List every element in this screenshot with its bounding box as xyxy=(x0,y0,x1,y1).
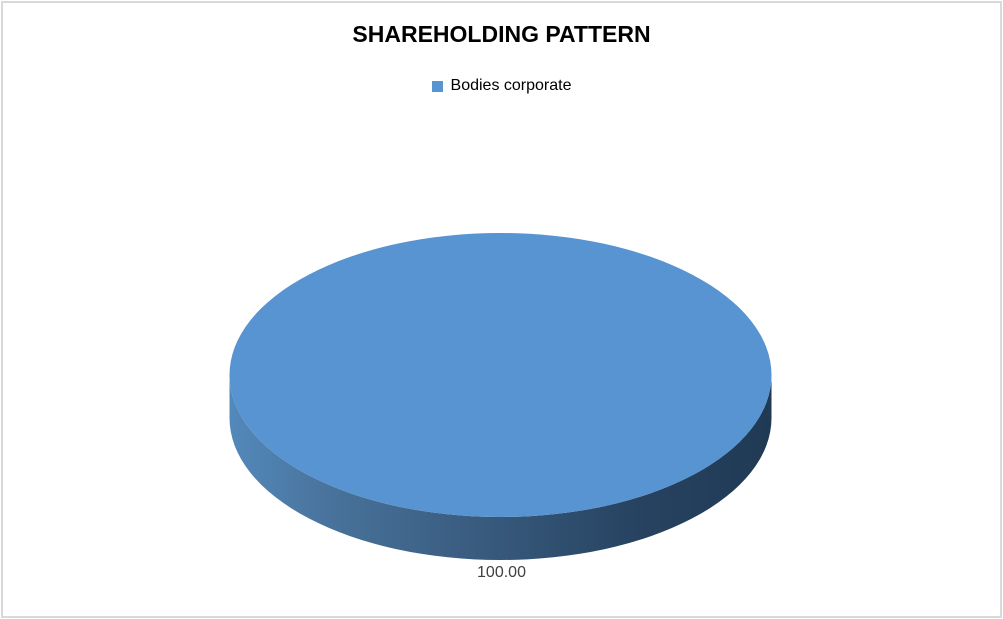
chart-title: SHAREHOLDING PATTERN xyxy=(352,21,651,47)
legend-label: Bodies corporate xyxy=(450,77,572,94)
pie-slice-side xyxy=(229,375,772,560)
legend: Bodies corporate xyxy=(0,77,1003,95)
legend-marker-icon xyxy=(431,80,443,92)
pie-data-label: 100.00 xyxy=(477,564,526,581)
pie-slice-bodies-corporate xyxy=(229,233,772,517)
